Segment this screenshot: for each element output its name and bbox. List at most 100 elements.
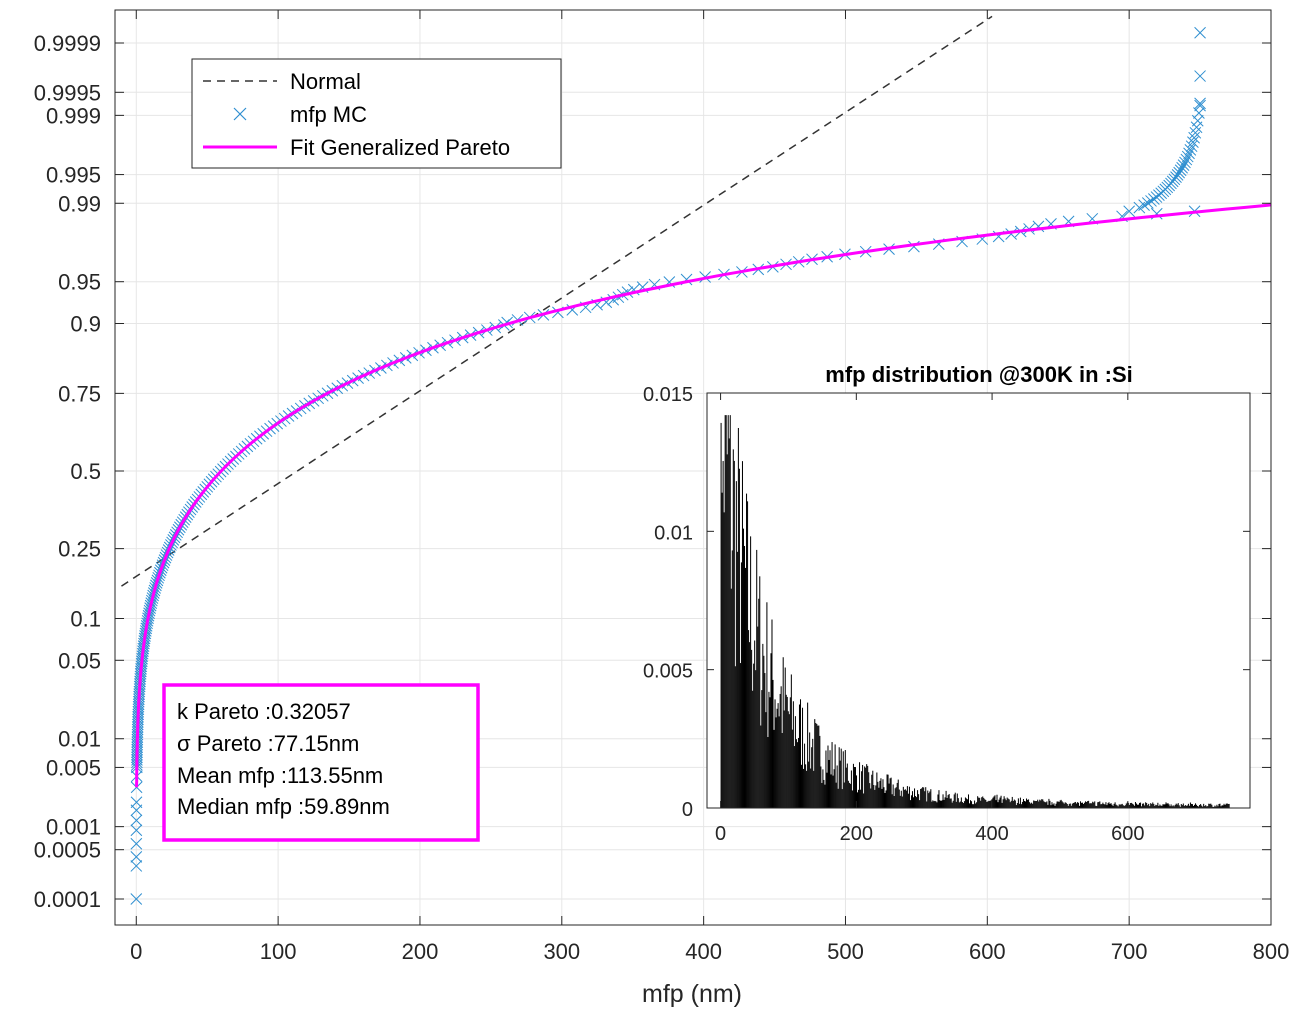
inset-bar-213	[937, 794, 939, 808]
inset-bar-461	[1189, 802, 1191, 808]
inset-bar-420	[1148, 803, 1150, 808]
inset-bar-188	[911, 791, 913, 808]
inset-bar-379	[1106, 805, 1108, 808]
inset-bar-319	[1045, 802, 1047, 808]
mc-point-231	[1123, 205, 1136, 218]
inset-bar-237	[961, 802, 963, 808]
inset-bar-499	[1228, 803, 1230, 808]
inset-bar-224	[948, 794, 950, 808]
inset-bar-343	[1069, 803, 1071, 808]
inset-bar-78	[799, 699, 802, 808]
inset-bar-33	[754, 640, 756, 808]
inset-bar-342	[1068, 803, 1070, 808]
inset-bar-278	[1003, 796, 1005, 808]
inset-x-tick-label-0: 0	[715, 823, 726, 845]
inset-bar-427	[1155, 804, 1157, 808]
inset-bar-95	[817, 725, 819, 808]
inset-bar-30	[751, 649, 753, 808]
mc-point-257	[1184, 144, 1197, 156]
inset-bar-166	[889, 778, 891, 808]
inset-bar-17	[737, 427, 739, 808]
inset-bar-489	[1218, 803, 1220, 808]
inset-bar-371	[1098, 801, 1100, 808]
inset-bar-323	[1049, 800, 1051, 808]
inset-bar-134	[857, 792, 859, 808]
inset-bar-3	[723, 512, 725, 808]
inset-bar-11	[731, 550, 733, 808]
inset-bar-76	[797, 737, 799, 808]
inset-bar-139	[862, 764, 864, 808]
inset-bar-474	[1203, 803, 1205, 808]
inset-bar-359	[1086, 802, 1088, 808]
inset-bar-243	[967, 794, 969, 808]
inset-bar-138	[861, 771, 863, 808]
inset-bar-300	[1026, 798, 1028, 808]
inset-bar-347	[1073, 802, 1075, 808]
mc-point-2	[130, 851, 143, 863]
inset-bar-295	[1020, 804, 1022, 808]
inset-bar-158	[881, 788, 883, 808]
inset-bar-459	[1187, 803, 1189, 808]
inset-bar-35	[756, 549, 758, 808]
inset-bar-302	[1028, 799, 1030, 808]
inset-bar-316	[1042, 799, 1044, 808]
inset-bar-88	[810, 768, 812, 808]
inset-bar-189	[913, 797, 915, 808]
inset-bar-439	[1167, 803, 1169, 808]
inset-bar-268	[993, 796, 995, 808]
mc-point-265	[1194, 97, 1206, 110]
inset-bar-293	[1018, 803, 1020, 808]
inset-bar-73	[794, 716, 796, 808]
inset-bar-495	[1224, 804, 1226, 808]
inset-bar-105	[827, 745, 829, 808]
inset-bar-402	[1129, 803, 1131, 808]
inset-bar-91	[813, 770, 815, 808]
x-tick-label-4: 400	[685, 939, 722, 964]
inset-bar-327	[1053, 803, 1055, 808]
legend-box	[191, 58, 562, 169]
inset-bar-101	[823, 779, 825, 808]
inset-bar-452	[1180, 804, 1182, 808]
inset-bar-109	[831, 742, 833, 808]
inset-bar-112	[834, 744, 836, 808]
inset-bar-258	[983, 797, 985, 808]
inset-bar-115	[837, 788, 839, 808]
inset-bar-443	[1171, 806, 1173, 808]
inset-background-layer	[707, 393, 1250, 808]
inset-bar-276	[1001, 802, 1003, 808]
stat-k-pareto: k Pareto :0.32057	[177, 699, 351, 724]
inset-bar-339	[1065, 802, 1067, 808]
mc-point-251	[1176, 161, 1188, 174]
inset-bar-116	[838, 747, 840, 808]
inset-bar-286	[1011, 796, 1013, 808]
inset-bar-394	[1121, 803, 1123, 808]
inset-y-tick-label-3: 0.015	[643, 384, 693, 406]
y-tick-label-16: 0.9999	[34, 31, 101, 56]
inset-bar-313	[1039, 799, 1041, 808]
inset-bar-154	[877, 781, 879, 808]
inset-bar-376	[1103, 803, 1105, 808]
inset-bar-421	[1149, 806, 1151, 808]
inset-bar-360	[1087, 801, 1089, 808]
inset-bar-385	[1112, 805, 1114, 808]
inset-bar-367	[1094, 801, 1096, 808]
inset-bar-64	[785, 694, 787, 808]
mc-point-256	[1183, 147, 1195, 160]
inset-bar-70	[791, 729, 793, 808]
inset-bar-311	[1037, 799, 1039, 808]
inset-bar-146	[869, 783, 871, 808]
inset-bar-395	[1122, 805, 1124, 808]
inset-bar-197	[921, 788, 923, 808]
inset-bar-252	[977, 796, 979, 808]
inset-bar-227	[951, 802, 953, 808]
inset-bar-437	[1165, 802, 1167, 808]
inset-bar-123	[845, 767, 847, 808]
inset-bar-219	[943, 799, 945, 808]
inset-axes-box	[706, 392, 1251, 809]
inset-bar-484	[1213, 806, 1215, 808]
inset-bar-205	[929, 791, 931, 808]
inset-bar-460	[1188, 805, 1190, 808]
inset-bar-110	[832, 775, 834, 808]
inset-bar-303	[1029, 802, 1031, 808]
inset-bar-356	[1083, 803, 1085, 808]
